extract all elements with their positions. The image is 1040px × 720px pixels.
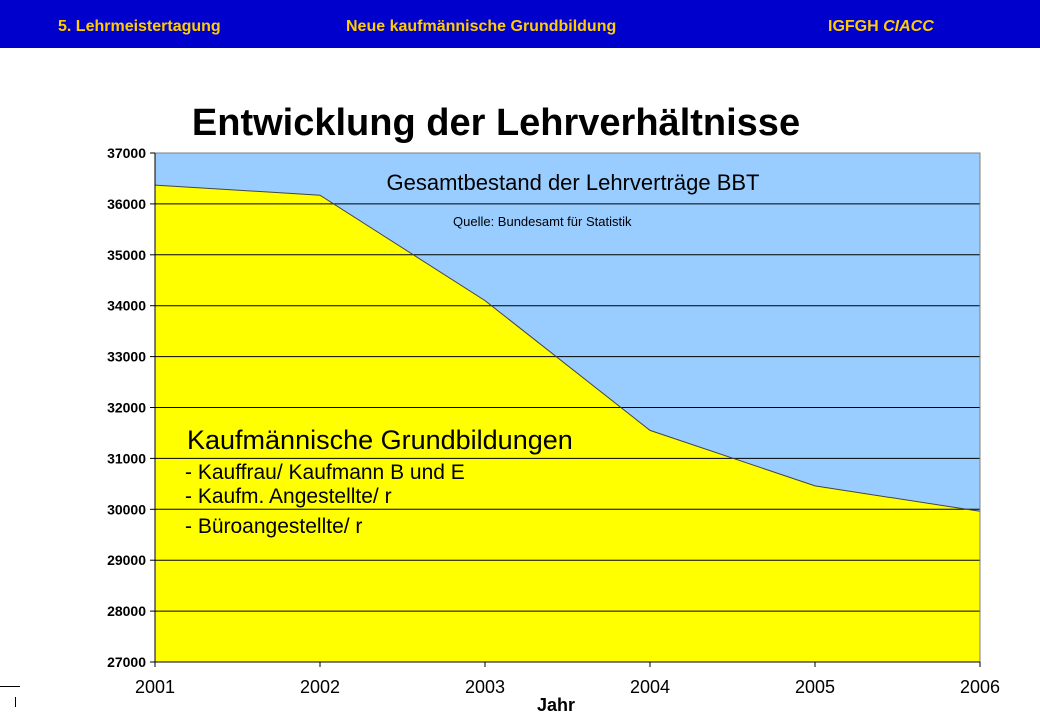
area-item-annotation: - Büroangestellte/ r — [185, 515, 362, 538]
area-heading-annotation: Kaufmännische Grundbildungen — [187, 425, 573, 455]
corner-line — [0, 686, 20, 687]
x-axis-title: Jahr — [537, 695, 575, 715]
series-area — [155, 185, 980, 662]
source-annotation: Quelle: Bundesamt für Statistik — [453, 214, 632, 229]
header-bar: 5. Lehrmeistertagung Neue kaufmännische … — [0, 0, 1040, 48]
y-tick-label: 30000 — [107, 501, 146, 517]
x-tick-label: 2003 — [465, 677, 505, 697]
x-tick-label: 2005 — [795, 677, 835, 697]
corner-tick — [15, 697, 16, 707]
series-title-annotation: Gesamtbestand der Lehrverträge BBT — [387, 170, 760, 195]
x-tick-label: 2006 — [960, 677, 1000, 697]
y-tick-label: 29000 — [107, 552, 146, 568]
area-item-annotation: - Kaufm. Angestellte/ r — [185, 485, 392, 508]
header-org-ciacc: CIACC — [883, 18, 934, 35]
y-tick-label: 31000 — [107, 450, 146, 466]
y-tick-label: 36000 — [107, 196, 146, 212]
x-tick-label: 2004 — [630, 677, 670, 697]
y-tick-label: 33000 — [107, 349, 146, 365]
header-topic: Neue kaufmännische Grundbildung — [346, 18, 617, 35]
y-tick-label: 35000 — [107, 247, 146, 263]
y-tick-label: 34000 — [107, 298, 146, 314]
chart-title: Entwicklung der Lehrverhältnisse — [191, 102, 801, 144]
header-org-igfgh: IGFGH — [828, 18, 879, 35]
x-tick-label: 2002 — [300, 677, 340, 697]
y-tick-label: 27000 — [107, 654, 146, 670]
y-tick-label: 37000 — [107, 145, 146, 161]
series-edge — [154, 184, 981, 512]
header-organization: IGFGH CIACC — [828, 18, 934, 36]
y-tick-label: 28000 — [107, 603, 146, 619]
x-tick-label: 2001 — [135, 677, 175, 697]
y-tick-label: 32000 — [107, 400, 146, 416]
header-event-name: 5. Lehrmeistertagung — [58, 18, 221, 35]
area-item-annotation: - Kauffrau/ Kaufmann B und E — [185, 461, 465, 484]
